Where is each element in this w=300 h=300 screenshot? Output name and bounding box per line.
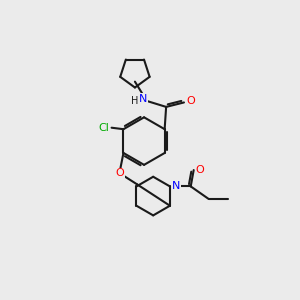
Text: N: N: [172, 182, 181, 191]
Text: Cl: Cl: [99, 123, 110, 133]
Text: N: N: [139, 94, 147, 103]
Text: O: O: [186, 96, 195, 106]
Text: H: H: [130, 96, 138, 106]
Text: O: O: [116, 168, 124, 178]
Text: O: O: [196, 165, 205, 175]
